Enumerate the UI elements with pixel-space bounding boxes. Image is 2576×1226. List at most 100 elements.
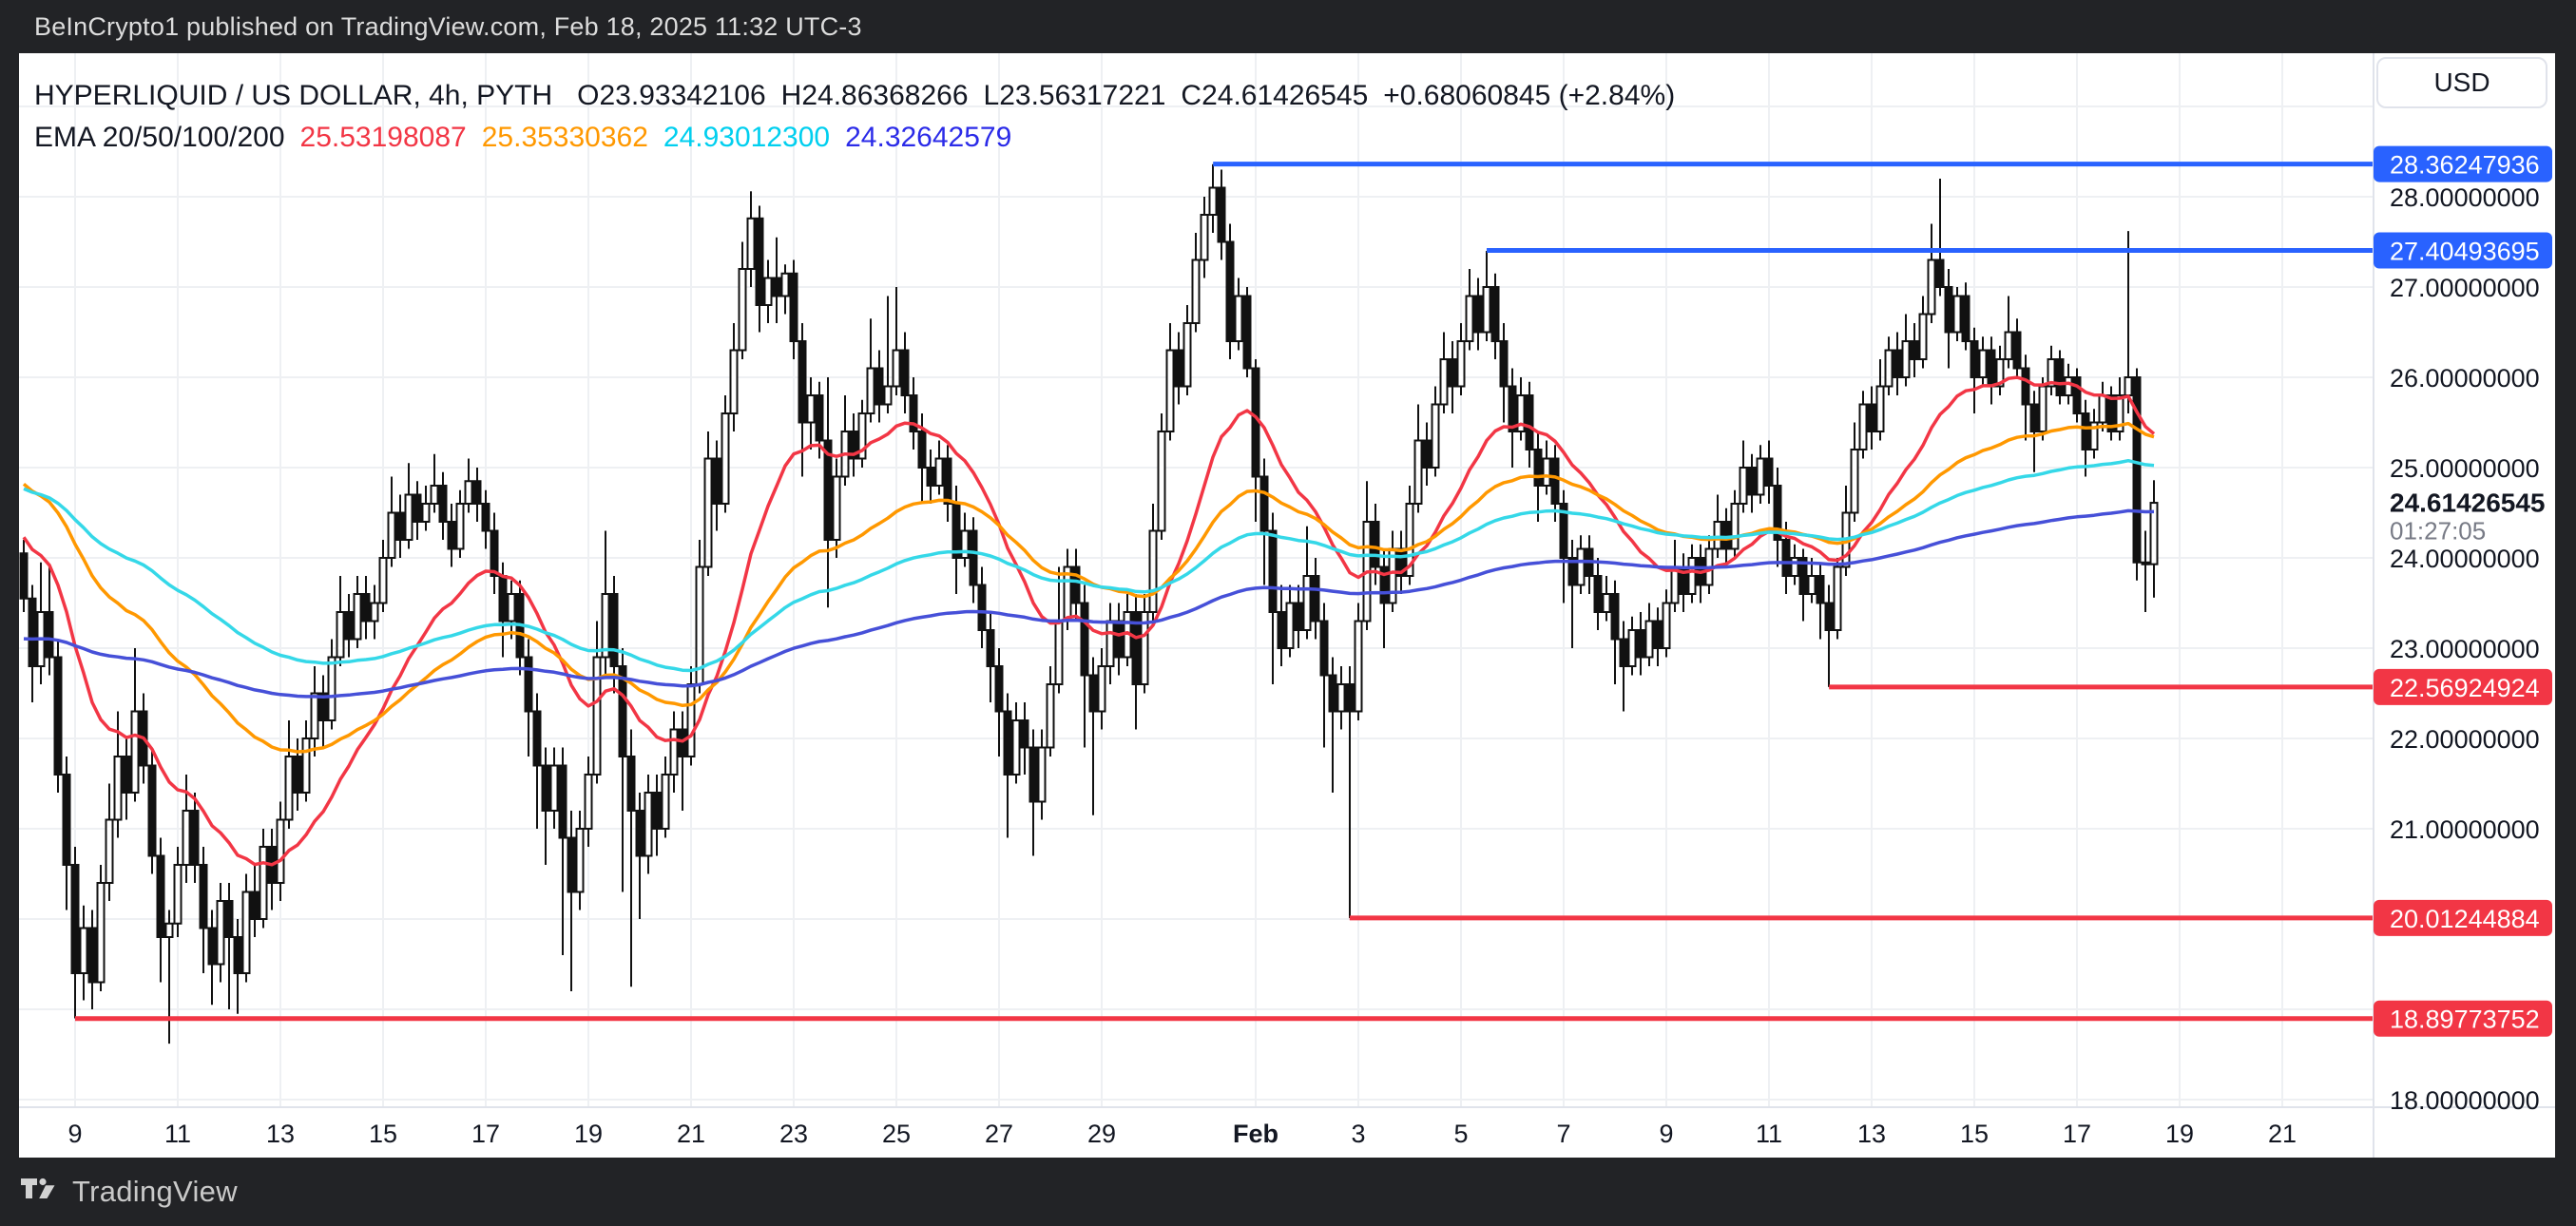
last-price-box [2375, 483, 2552, 545]
candle-down [1422, 439, 1432, 469]
candle-down [1345, 683, 1355, 713]
candle-down [361, 593, 371, 623]
candle-down [1798, 557, 1808, 595]
ohlc-high: H24.86368266 [780, 80, 969, 111]
candle-down [1003, 710, 1012, 776]
price-chart[interactable]: 28.00000000 27.00000000 26.00000000 25.0000… [19, 53, 2555, 1158]
candle-down [1653, 620, 1663, 649]
candle-down [772, 277, 781, 297]
candle-up [703, 457, 713, 568]
candle-down [1174, 349, 1183, 388]
candle-down [1071, 565, 1081, 604]
candle-up [1995, 358, 2005, 388]
candle-down [2055, 358, 2065, 396]
candle-down [490, 529, 499, 577]
candle-up [1054, 620, 1064, 685]
candle-down [1781, 539, 1791, 577]
time-axis[interactable]: 9 11 13 15 17 19 21 23 25 27 29 Feb 3 5 7 9 11 13 15 17 19 21 [67, 1120, 2297, 1148]
candle-up [1978, 349, 1988, 378]
candle-down [250, 891, 260, 920]
candle-up [763, 277, 773, 306]
candle-down [926, 467, 935, 487]
candle-down [2106, 394, 2116, 432]
candle-up [601, 593, 610, 659]
symbol-row[interactable]: HYPERLIQUID / US DOLLAR, 4h, PYTH O23.93… [34, 80, 1675, 112]
price-tick: 28.00000000 [2390, 183, 2540, 212]
candle-down [532, 710, 542, 767]
price-tick: 26.00000000 [2390, 364, 2540, 393]
candle-down [19, 552, 29, 600]
candle-down [1131, 611, 1141, 685]
candle-down [1747, 467, 1757, 496]
candle-up [1730, 503, 1740, 550]
candle-up [1431, 403, 1440, 469]
candle-down [2072, 376, 2082, 414]
candle-down [1268, 529, 1278, 613]
candle-up [1739, 467, 1748, 505]
candle-up [96, 882, 106, 984]
candle-up [464, 480, 473, 505]
candle-down [678, 728, 687, 757]
candle-up [1644, 620, 1654, 659]
candle-down [1328, 674, 1337, 713]
candle-up [173, 864, 183, 925]
ema-row[interactable]: EMA 20/50/100/200 25.53198087 25.3533036… [34, 122, 1675, 154]
candle-up [780, 272, 790, 297]
candle-up [575, 828, 585, 893]
candle-up [857, 412, 867, 460]
candle-up [1482, 286, 1491, 334]
candle-down [87, 927, 97, 984]
horizontal-rays[interactable] [75, 162, 2374, 1022]
candle-up [1807, 575, 1817, 595]
chart-panel[interactable]: 28.00000000 27.00000000 26.00000000 25.0000… [19, 53, 2555, 1158]
candle-up [1576, 547, 1586, 586]
candle-up [1516, 394, 1526, 432]
candle-down [1567, 557, 1577, 586]
candle-up [507, 593, 516, 623]
candle-up [2124, 376, 2133, 396]
price-axis[interactable]: 28.00000000 27.00000000 26.00000000 25.0000… [2374, 145, 2552, 1115]
ohlc-low: L23.56317221 [983, 80, 1166, 111]
candle-up [1302, 575, 1312, 631]
candle-down [53, 656, 63, 776]
date-tick: 21 [2268, 1120, 2297, 1148]
candle-up [216, 900, 225, 966]
candle-down [1490, 286, 1500, 342]
candle-up [1456, 340, 1466, 388]
candle-down [1259, 475, 1269, 532]
candle-up [1713, 521, 1722, 550]
candle-up [1191, 259, 1201, 324]
candle-down [524, 656, 533, 713]
candle-up [1140, 611, 1149, 685]
date-tick: 17 [2063, 1120, 2091, 1148]
candle-up [1037, 746, 1047, 803]
candle-down [652, 792, 662, 830]
candle-down [994, 665, 1004, 713]
date-tick: 5 [1453, 1120, 1468, 1148]
candle-down [1242, 295, 1252, 370]
price-label-box [2374, 145, 2552, 182]
candle-down [2021, 367, 2030, 406]
price-tick: 21.00000000 [2390, 815, 2540, 844]
candle-up [455, 503, 465, 550]
candle-down [438, 485, 448, 523]
candle-down [207, 927, 217, 966]
candle-up [1097, 665, 1106, 713]
candle-down [233, 936, 242, 974]
candle-down [2081, 412, 2090, 450]
candle-down [635, 810, 644, 857]
price-label-text: 27.40493695 [2390, 238, 2540, 266]
candle-up [1790, 557, 1799, 577]
currency-toggle-button[interactable]: USD [2376, 57, 2547, 108]
tradingview-brand-link[interactable]: TradingView [20, 1173, 238, 1211]
price-label-box [2374, 899, 2552, 936]
candle-up [1850, 449, 1859, 514]
candle-down [618, 665, 627, 757]
candle-down [977, 584, 987, 631]
candle-down [823, 439, 833, 541]
price-label-text: 20.01244884 [2390, 905, 2540, 933]
ema50-value: 25.35330362 [481, 122, 648, 153]
candle-up [669, 728, 679, 776]
candle-up [2047, 358, 2056, 388]
